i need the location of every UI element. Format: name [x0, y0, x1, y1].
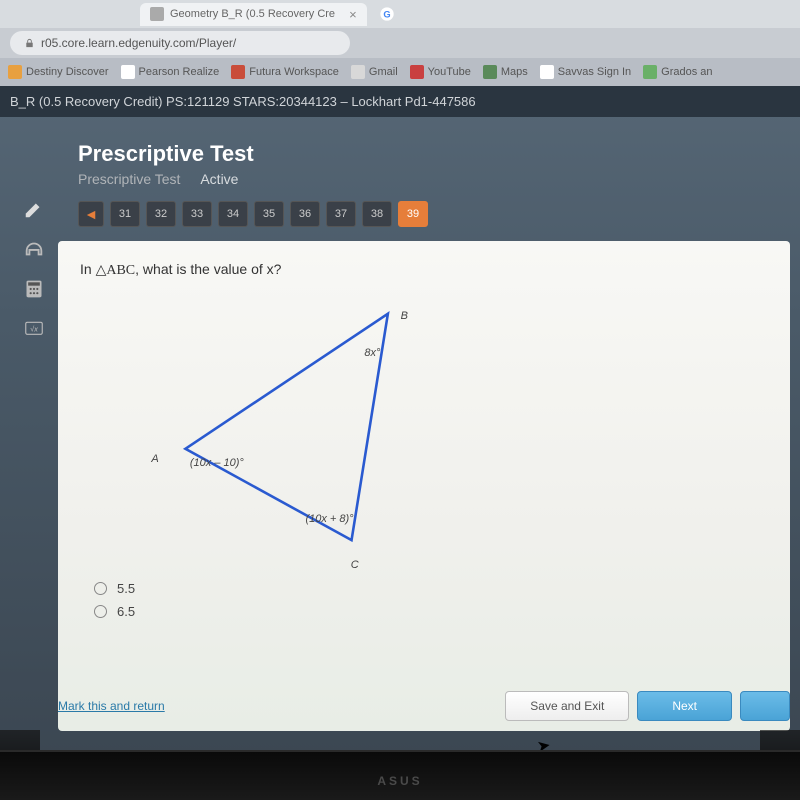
tab-favicon [150, 7, 164, 21]
laptop-bottom-bezel: ASUS [0, 750, 800, 800]
chrome-profile-icon[interactable]: G [379, 6, 395, 22]
formula-icon[interactable]: √x [22, 317, 46, 341]
triangle-figure: ABC(10x – 10)°8x°(10x + 8)° [140, 293, 480, 563]
tab-title: Geometry B_R (0.5 Recovery Cre [170, 8, 335, 20]
bookmark-item[interactable]: Pearson Realize [121, 65, 220, 79]
test-title: Prescriptive Test [78, 141, 770, 167]
question-panel: In △ABC, what is the value of x? A B C (10x… [58, 241, 790, 731]
site-info-icon [24, 38, 35, 49]
radio-icon [94, 582, 107, 595]
bookmark-icon [351, 65, 365, 79]
question-nav: ◄ 313233343536373839 [58, 201, 790, 241]
highlighter-icon[interactable] [22, 197, 46, 221]
bookmark-item[interactable]: Savvas Sign In [540, 65, 631, 79]
mark-return-link[interactable]: Mark this and return [58, 699, 165, 713]
angle-b-label: 8x° [364, 347, 380, 359]
nav-question-36[interactable]: 36 [290, 201, 320, 227]
sidebar: √x [10, 137, 58, 731]
triangle-shape [185, 314, 388, 540]
svg-text:√x: √x [30, 324, 38, 333]
test-subtitle: Prescriptive Test Active [78, 171, 770, 187]
bookmark-icon [231, 65, 245, 79]
headphones-icon[interactable] [22, 237, 46, 261]
bookmark-item[interactable]: Gmail [351, 65, 398, 79]
bookmark-item[interactable]: Maps [483, 65, 528, 79]
nav-question-33[interactable]: 33 [182, 201, 212, 227]
test-status: Active [200, 171, 238, 187]
bookmark-item[interactable]: Destiny Discover [8, 65, 109, 79]
bookmark-icon [410, 65, 424, 79]
url-bar: r05.core.learn.edgenuity.com/Player/ [0, 28, 800, 58]
next-button[interactable]: Next [637, 691, 732, 721]
bookmark-icon [483, 65, 497, 79]
radio-icon [94, 605, 107, 618]
nav-question-38[interactable]: 38 [362, 201, 392, 227]
bookmark-icon [8, 65, 22, 79]
nav-question-35[interactable]: 35 [254, 201, 284, 227]
save-exit-button[interactable]: Save and Exit [505, 691, 629, 721]
bookmark-icon [121, 65, 135, 79]
calculator-icon[interactable] [22, 277, 46, 301]
bookmark-icon [643, 65, 657, 79]
laptop-brand-logo: ASUS [377, 774, 422, 788]
question-text: In △ABC, what is the value of x? [80, 261, 768, 279]
nav-question-32[interactable]: 32 [146, 201, 176, 227]
answer-option[interactable]: 5.5 [94, 581, 768, 596]
angle-c-label: (10x + 8)° [305, 513, 353, 525]
nav-prev-button[interactable]: ◄ [78, 201, 104, 227]
angle-a-label: (10x – 10)° [190, 457, 244, 469]
bookmarks-bar: Destiny Discover Pearson Realize Futura Wo… [0, 58, 800, 86]
nav-question-34[interactable]: 34 [218, 201, 248, 227]
nav-question-39[interactable]: 39 [398, 201, 428, 227]
bookmark-item[interactable]: Futura Workspace [231, 65, 339, 79]
vertex-b-label: B [401, 310, 408, 322]
url-input[interactable]: r05.core.learn.edgenuity.com/Player/ [10, 31, 350, 55]
answer-list: 5.5 6.5 [94, 581, 768, 619]
bookmark-item[interactable]: Grados an [643, 65, 712, 79]
course-header: B_R (0.5 Recovery Credit) PS:121129 STAR… [0, 86, 800, 117]
test-header: Prescriptive Test Prescriptive Test Acti… [58, 137, 790, 201]
vertex-a-label: A [151, 453, 158, 465]
svg-text:G: G [383, 9, 390, 19]
extra-button[interactable] [740, 691, 790, 721]
url-text: r05.core.learn.edgenuity.com/Player/ [41, 36, 236, 50]
browser-tab-strip: Geometry B_R (0.5 Recovery Cre × G [0, 0, 800, 28]
bookmark-item[interactable]: YouTube [410, 65, 471, 79]
answer-option[interactable]: 6.5 [94, 604, 768, 619]
close-icon[interactable]: × [349, 7, 357, 22]
bookmark-icon [540, 65, 554, 79]
browser-tab[interactable]: Geometry B_R (0.5 Recovery Cre × [140, 3, 367, 26]
vertex-c-label: C [351, 559, 359, 571]
bottom-bar: Mark this and return Save and Exit Next [58, 681, 790, 731]
nav-question-31[interactable]: 31 [110, 201, 140, 227]
nav-question-37[interactable]: 37 [326, 201, 356, 227]
